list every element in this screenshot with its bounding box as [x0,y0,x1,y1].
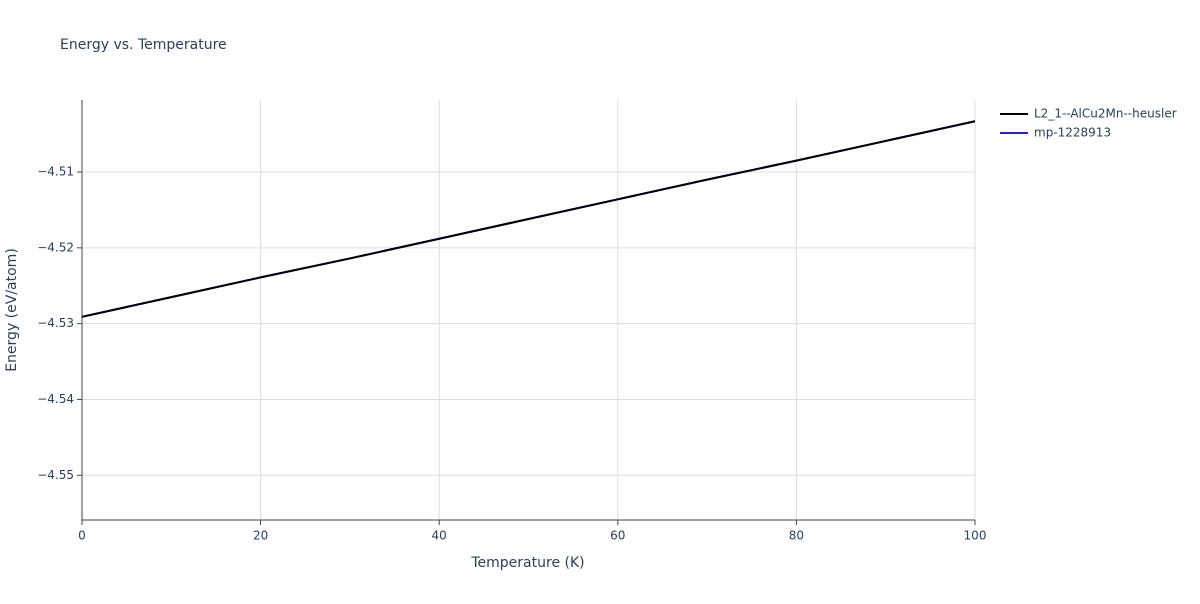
x-tick-label: 60 [610,529,625,543]
x-tick-label: 100 [964,529,987,543]
x-tick-label: 80 [789,529,804,543]
y-tick-label: −4.52 [37,240,74,254]
legend-label: L2_1--AlCu2Mn--heusler [1034,107,1177,121]
legend-label: mp-1228913 [1034,126,1111,140]
y-tick-label: −4.53 [37,316,74,330]
y-tick-label: −4.55 [37,468,74,482]
x-tick-label: 20 [253,529,268,543]
y-tick-label: −4.54 [37,392,74,406]
x-axis-label: Temperature (K) [470,555,584,571]
y-axis-label: Energy (eV/atom) [4,248,20,372]
x-tick-label: 40 [432,529,447,543]
chart-title: Energy vs. Temperature [60,37,227,53]
line-series [81,120,976,318]
x-tick-label: 0 [78,529,86,543]
y-tick-label: −4.51 [37,165,74,179]
